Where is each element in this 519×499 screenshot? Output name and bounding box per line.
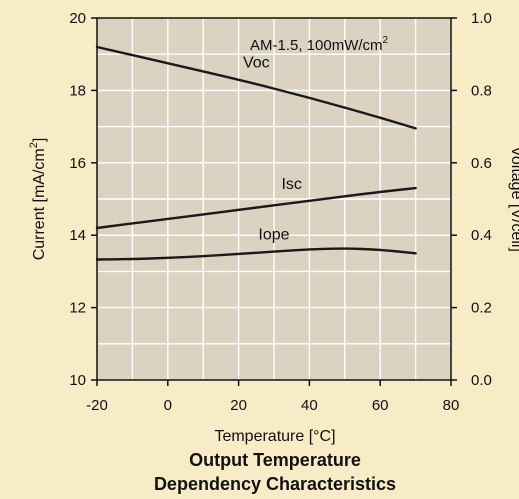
y-axis-left-label: Current [mA/cm2] xyxy=(28,138,48,261)
series-label-isc: Isc xyxy=(281,176,301,193)
x-tick-label: 20 xyxy=(230,397,247,414)
series-line-voc xyxy=(95,45,417,130)
y-right-tick-label: 1.0 xyxy=(471,10,492,27)
series-line-isc xyxy=(95,186,417,230)
chart-title-line-1: Output Temperature xyxy=(189,450,361,470)
y-left-label-sup: 2 xyxy=(28,142,40,148)
y-right-tick-label: 0.6 xyxy=(471,155,492,172)
y-right-tick-label: 0.8 xyxy=(471,82,492,99)
grid xyxy=(97,18,451,380)
y-left-label-tail: ] xyxy=(31,138,48,142)
plot-frame xyxy=(96,17,452,381)
y-right-tick-label: 0.4 xyxy=(471,227,492,244)
y-right-tick-label: 0.0 xyxy=(471,372,492,389)
series-line-iope xyxy=(95,247,417,261)
annotation: AM-1.5, 100mW/cm2 xyxy=(250,35,389,54)
x-tick-label: -20 xyxy=(86,397,108,414)
x-tick-label: 0 xyxy=(164,397,172,414)
annotation-text: AM-1.5, 100mW/cm xyxy=(250,37,383,54)
y-axis-right-label: Voltage [V/cell] xyxy=(508,146,519,252)
y-left-tick-label: 18 xyxy=(69,82,86,99)
y-left-tick-label: 16 xyxy=(69,155,86,172)
x-tick-label: 40 xyxy=(301,397,318,414)
y-left-tick-label: 10 xyxy=(69,372,86,389)
series-label-voc: Voc xyxy=(243,55,270,72)
series-label-iope: Iope xyxy=(258,226,289,243)
series-layer: Voc Isc Iope xyxy=(95,45,417,261)
x-tick-label: 80 xyxy=(443,397,460,414)
x-tick-label: 60 xyxy=(372,397,389,414)
y-right-tick-label: 0.2 xyxy=(471,300,492,317)
y-left-tick-label: 20 xyxy=(69,10,86,27)
x-axis-label: Temperature [°C] xyxy=(214,428,335,445)
annotation-sup: 2 xyxy=(383,35,389,46)
ticks: -20 0 20 40 60 80 10 12 14 16 18 20 0.0 0.2 0.4 0.6 0.8 1… xyxy=(69,10,492,414)
y-left-label-text: Current [mA/cm xyxy=(31,148,48,260)
chart-title-line-2: Dependency Characteristics xyxy=(154,474,396,494)
y-left-tick-label: 14 xyxy=(69,227,86,244)
y-left-tick-label: 12 xyxy=(69,300,86,317)
